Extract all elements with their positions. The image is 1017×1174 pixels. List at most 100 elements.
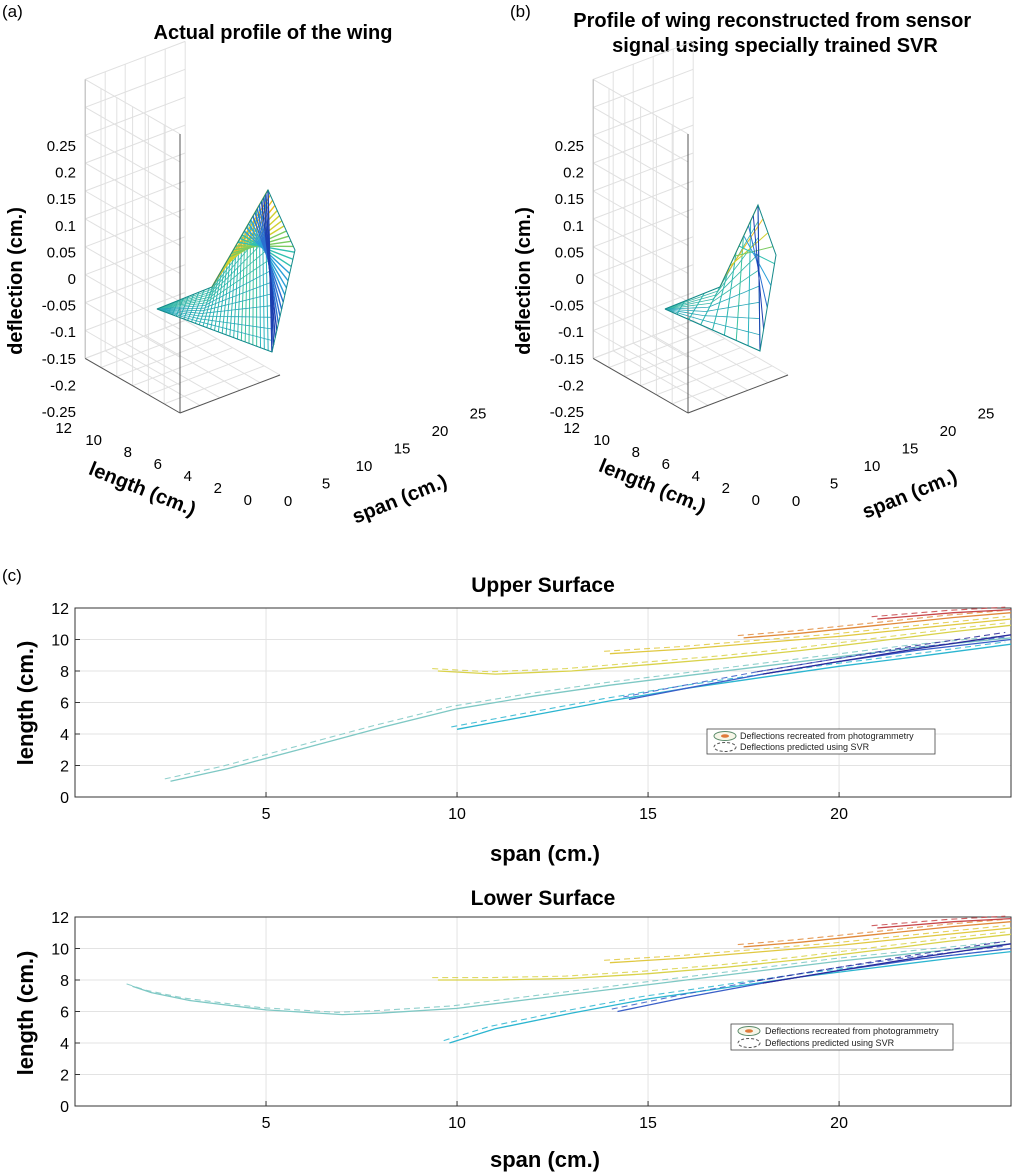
series-line-predicted <box>432 622 1006 673</box>
grid-line <box>624 338 725 378</box>
legend-box <box>706 728 936 755</box>
grid-line <box>85 96 186 136</box>
chart-b-title-line-1: Profile of wing reconstructed from senso… <box>573 10 971 32</box>
z-tick-label: -0.05 <box>550 298 584 315</box>
x-tick-label: 20 <box>830 1115 848 1132</box>
z-tick-label: -0.1 <box>558 324 584 341</box>
y-tick-label: 8 <box>60 973 69 990</box>
grid-line <box>592 274 689 330</box>
grid-line <box>592 190 689 247</box>
grid-line <box>592 106 689 163</box>
series-line-predicted <box>756 940 1006 982</box>
chart-b-x-ticks: 0 5 10 15 20 25 <box>792 406 995 511</box>
panel-label-a: (a) <box>2 2 23 21</box>
y-tick-label: 10 <box>51 942 69 959</box>
y-tick-label: 6 <box>60 1005 69 1022</box>
x-tick-label: 10 <box>356 458 373 475</box>
z-tick-label: -0.05 <box>42 298 76 315</box>
z-tick-label: 0.15 <box>47 191 76 208</box>
grid-line <box>592 330 689 386</box>
series-line-measured <box>437 624 1012 675</box>
z-tick-label: -0.25 <box>550 404 584 421</box>
grid-line <box>85 264 186 304</box>
z-tick-label: -0.2 <box>558 377 584 394</box>
z-tick-label: 0.05 <box>555 244 584 261</box>
surface-span-line <box>664 308 760 336</box>
z-tick-label: 0 <box>68 271 76 288</box>
grid-line <box>85 124 186 164</box>
series-line-predicted <box>737 609 1006 637</box>
axis-line <box>84 357 181 414</box>
chart-lower-ylabel: length (cm.) <box>13 951 38 1076</box>
surface-tip-line <box>267 189 273 353</box>
legend-dashed-icon <box>713 742 737 752</box>
grid-line <box>85 180 186 220</box>
axis-line <box>687 374 789 414</box>
series-line-measured <box>877 608 1012 620</box>
legend-label-photogrammetry: Deflections recreated from photogrammetr… <box>740 731 914 741</box>
legend-label-svr: Deflections predicted using SVR <box>740 742 870 752</box>
surface-outline <box>156 188 296 353</box>
chart-lower-plot-area: 5 10 15 20 0 2 4 6 8 10 12 <box>51 910 1012 1132</box>
surface-tip-line <box>757 204 761 352</box>
chart-upper-xlabel: span (cm.) <box>490 841 600 866</box>
y-tick-label: 0 <box>60 1099 69 1116</box>
grid-line <box>592 78 689 135</box>
z-tick-label: 0.15 <box>555 191 584 208</box>
surface-span-line <box>664 308 760 319</box>
surface-chord-line <box>676 300 686 315</box>
y-tick-label: 10 <box>51 633 69 650</box>
chart-a-axes-box <box>84 40 281 414</box>
grid-line <box>593 124 694 164</box>
series-line-measured <box>609 618 1012 655</box>
grid-line <box>84 162 181 219</box>
grid-line <box>84 190 181 247</box>
chart-a-ylabel: length (cm.) <box>86 458 199 521</box>
surface-span-line <box>664 285 760 310</box>
series-line-predicted <box>432 931 1006 979</box>
series-line-measured <box>170 637 1012 782</box>
y-tick-label: 2 <box>214 480 222 497</box>
plot-frame <box>74 607 1012 798</box>
grid-line <box>593 68 694 108</box>
chart-b-surface <box>664 203 777 352</box>
series-line-measured <box>762 943 1012 984</box>
z-tick-label: 0.1 <box>55 218 76 235</box>
x-tick-label: 25 <box>978 406 995 423</box>
y-tick-label: 4 <box>692 468 700 485</box>
grid-line <box>640 347 741 387</box>
x-tick-label: 25 <box>470 406 487 423</box>
grid-line <box>84 302 181 358</box>
y-tick-label: 4 <box>60 727 69 744</box>
legend-dashed-icon <box>737 1038 761 1048</box>
legend-solid-icon-core <box>721 734 729 738</box>
grid-line <box>592 246 689 302</box>
grid-line <box>85 319 186 359</box>
surface-span-line <box>156 308 272 330</box>
z-tick-label: -0.2 <box>50 377 76 394</box>
grid-line <box>593 180 694 220</box>
surface-chord-line <box>723 252 737 336</box>
z-tick-label: 0 <box>576 271 584 288</box>
grid-line <box>593 319 694 359</box>
grid-line <box>85 68 186 108</box>
series-line-measured <box>743 921 1012 948</box>
z-tick-label: -0.15 <box>550 351 584 368</box>
x-tick-label: 10 <box>448 1115 466 1132</box>
grid-line <box>84 246 181 302</box>
surface-span-line <box>156 236 270 310</box>
y-tick-label: 6 <box>154 456 162 473</box>
chart-a-z-ticks: 0.25 0.2 0.15 0.1 0.05 0 -0.05 -0.1 -0.15 -0.2 -0.… <box>42 138 76 421</box>
chart-b-zlabel: deflection (cm.) <box>513 207 535 355</box>
z-tick-label: 0.2 <box>563 165 584 182</box>
surface-chord-line <box>735 236 744 341</box>
legend-label-photogrammetry: Deflections recreated from photogrammetr… <box>765 1026 939 1036</box>
series-line-predicted <box>443 948 1006 1042</box>
surface-span-line <box>156 259 270 310</box>
z-tick-label: -0.15 <box>42 351 76 368</box>
y-tick-label: 0 <box>244 492 252 509</box>
surface-span-line <box>156 282 271 310</box>
x-tick-label: 20 <box>940 423 957 440</box>
series-line-measured <box>762 634 1012 675</box>
y-tick-label: 8 <box>632 444 640 461</box>
